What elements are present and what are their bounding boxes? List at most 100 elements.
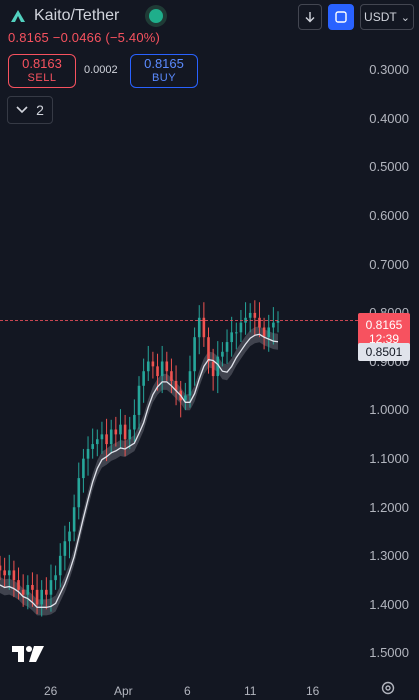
- candle-body: [156, 366, 159, 377]
- buy-price: 0.8165: [144, 56, 184, 71]
- candle-body: [105, 434, 108, 445]
- price-axis-label: 0.4000: [369, 111, 409, 126]
- candle-body: [54, 575, 57, 581]
- candle-body: [3, 570, 6, 576]
- tradingview-logo-icon[interactable]: [12, 644, 46, 664]
- candle-body: [137, 385, 141, 415]
- candle-body: [170, 371, 173, 381]
- price-chart[interactable]: [0, 0, 358, 676]
- sell-price: 0.8163: [22, 56, 62, 71]
- currency-select[interactable]: USDT ⌄: [360, 4, 414, 30]
- expand-icon: [335, 11, 347, 23]
- arrow-down-icon: [305, 12, 315, 23]
- kaito-logo-icon: [11, 10, 25, 22]
- currency-label: USDT: [364, 10, 397, 24]
- candle-body: [123, 424, 127, 440]
- sell-button[interactable]: 0.8163 SELL: [8, 54, 76, 88]
- buy-button[interactable]: 0.8165 BUY: [130, 54, 198, 88]
- candle-body: [197, 317, 201, 338]
- candle-body: [165, 361, 169, 372]
- candle-body: [133, 414, 136, 430]
- candle-body: [207, 337, 210, 362]
- time-axis-label: 26: [44, 684, 58, 698]
- candle-body: [225, 342, 229, 352]
- candle-body: [91, 444, 94, 449]
- candle-body: [193, 337, 196, 372]
- candle-body: [82, 458, 85, 479]
- indicators-toggle[interactable]: 2: [7, 96, 53, 124]
- price-axis-label: 1.2000: [369, 500, 409, 515]
- candle-body: [151, 361, 155, 367]
- candle-body: [72, 507, 76, 532]
- candle-body: [109, 429, 113, 445]
- time-axis-label: 6: [184, 684, 191, 698]
- candle-body: [17, 580, 20, 590]
- candle-body: [35, 589, 39, 605]
- last-price-line: [0, 320, 358, 321]
- price-axis-label: 0.5000: [369, 159, 409, 174]
- settings-gear-icon[interactable]: [380, 680, 396, 696]
- candle-body: [248, 312, 252, 318]
- candle-body: [262, 327, 266, 338]
- buy-label: BUY: [151, 72, 177, 84]
- candle-body: [258, 317, 261, 328]
- candle-body: [160, 361, 164, 377]
- chevron-down-icon: ⌄: [400, 11, 410, 24]
- candle-body: [63, 541, 67, 556]
- candle-body: [272, 322, 275, 328]
- indicator-value-tag: 0.8501: [358, 343, 410, 361]
- candle-body: [230, 332, 233, 343]
- candle-body: [96, 439, 99, 445]
- indicator-count: 2: [36, 102, 44, 118]
- symbol-title: Kaito/Tether: [34, 7, 120, 24]
- candle-body: [174, 380, 178, 391]
- download-button[interactable]: [298, 4, 322, 30]
- time-axis-label: Apr: [114, 684, 133, 698]
- candle-body: [58, 555, 62, 576]
- price-change: 0.8165 −0.0466 (−5.40%): [8, 30, 161, 45]
- indicator-line: [0, 333, 279, 608]
- candle-body: [239, 322, 243, 333]
- candle-body: [100, 434, 104, 440]
- price-axis-label: 0.6000: [369, 208, 409, 223]
- candle-body: [128, 429, 132, 440]
- candle-body: [211, 361, 215, 377]
- indicator-band: [0, 326, 278, 616]
- spread-value: 0.0002: [84, 64, 118, 76]
- candle-body: [68, 531, 71, 542]
- candle-body: [221, 351, 224, 357]
- candle-body: [276, 320, 280, 323]
- candle-body: [49, 580, 53, 595]
- candle-body: [26, 584, 30, 595]
- candle-body: [7, 570, 11, 576]
- sell-label: SELL: [27, 72, 57, 84]
- candle-body: [267, 327, 271, 338]
- candle-body: [114, 429, 118, 435]
- candle-body: [119, 424, 122, 435]
- price-axis-label: 0.7000: [369, 257, 409, 272]
- candle-body: [77, 478, 81, 508]
- time-axis-label: 16: [306, 684, 320, 698]
- candle-body: [21, 589, 25, 595]
- candle-body: [0, 565, 2, 571]
- price-axis-label: 0.3000: [369, 62, 409, 77]
- price-axis-label: 1.5000: [369, 645, 409, 660]
- candle-body: [12, 570, 16, 581]
- price-axis-label: 1.0000: [369, 402, 409, 417]
- fullscreen-button[interactable]: [328, 4, 354, 30]
- candle-body: [202, 317, 206, 338]
- candle-body: [184, 395, 187, 401]
- market-status-icon: [149, 9, 164, 23]
- bar-countdown: 12:39: [368, 332, 400, 346]
- candle-body: [253, 312, 257, 318]
- chevron-down-icon: [16, 106, 28, 114]
- time-axis-label: 11: [244, 684, 257, 698]
- candle-body: [146, 361, 150, 372]
- candle-body: [40, 589, 43, 605]
- candle-body: [142, 371, 145, 386]
- price-axis-label: 1.1000: [369, 451, 409, 466]
- candle-body: [188, 371, 192, 396]
- candle-body: [31, 584, 34, 590]
- symbol-header[interactable]: Kaito/Tether: [8, 4, 164, 28]
- price-axis-label: 1.3000: [369, 548, 409, 563]
